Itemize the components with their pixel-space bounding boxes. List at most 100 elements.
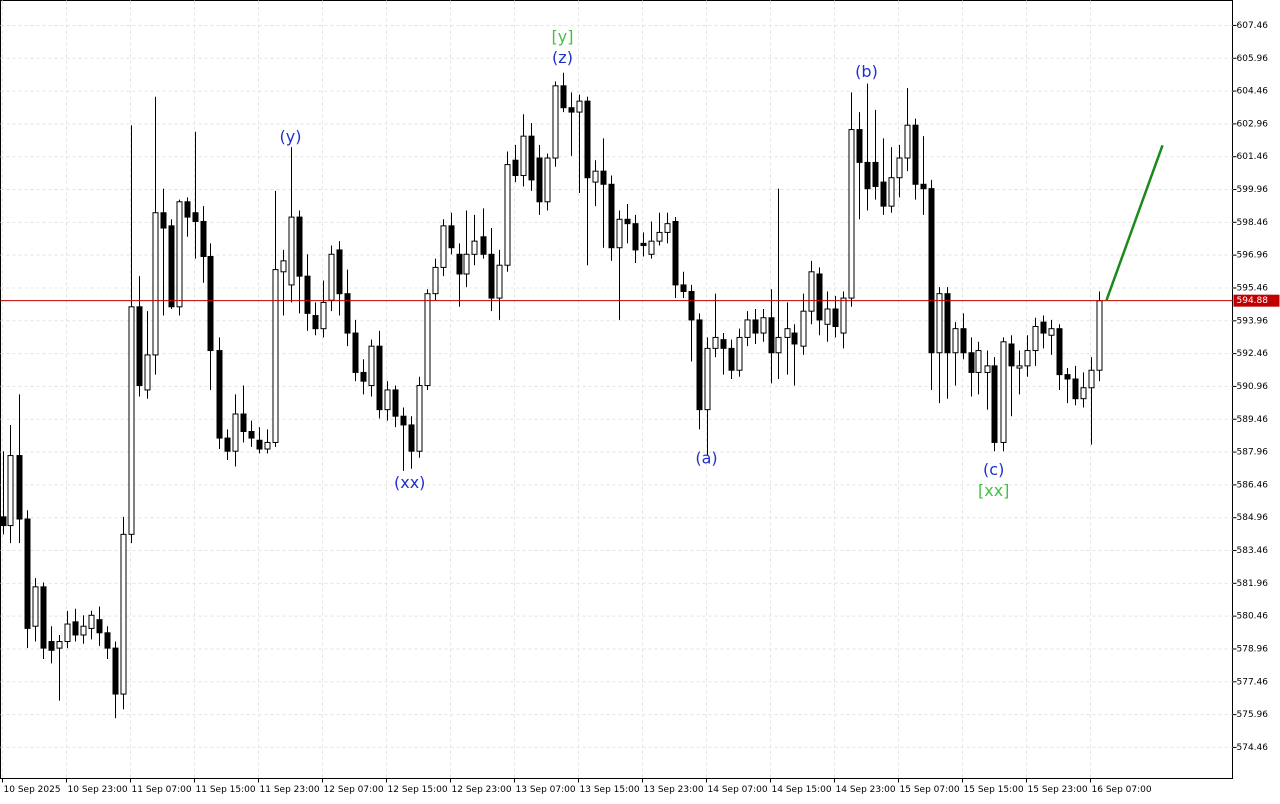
candle-body <box>496 264 503 299</box>
candle-body <box>352 332 359 373</box>
candle-body <box>344 293 351 334</box>
candle-body <box>568 107 575 113</box>
candle-body <box>432 266 439 295</box>
wave-label: (z) <box>552 48 573 67</box>
candle-body <box>184 201 191 218</box>
candle-body <box>1080 387 1087 400</box>
y-tick-label: 602.96 <box>1237 119 1269 129</box>
candle-body <box>896 157 903 179</box>
candle-body <box>816 273 823 321</box>
candle-body <box>552 85 559 159</box>
candle-body <box>968 352 975 373</box>
candle-body <box>888 177 895 207</box>
wave-label: (a) <box>695 449 717 468</box>
candle-body <box>648 240 655 255</box>
candle-body <box>775 336 782 354</box>
plot-area <box>0 0 1233 779</box>
candle-body <box>120 533 127 695</box>
x-tick-label: 14 Sep 15:00 <box>772 785 832 795</box>
candle-body <box>168 225 175 308</box>
candle-body <box>32 586 39 627</box>
y-tick-label: 598.46 <box>1237 218 1269 228</box>
candle-body <box>216 350 223 439</box>
candle-body <box>808 271 815 312</box>
candle-body <box>696 319 703 411</box>
projection-line <box>1105 144 1164 301</box>
candle-body <box>504 164 511 266</box>
candle-body <box>536 157 543 203</box>
y-tick-label: 592.46 <box>1237 349 1269 359</box>
candle-body <box>88 614 95 629</box>
x-tick-label: 12 Sep 23:00 <box>452 785 512 795</box>
candle-body <box>1000 341 1007 443</box>
x-tick-label: 14 Sep 23:00 <box>836 785 896 795</box>
candle-body <box>296 216 303 277</box>
x-tick-label: 12 Sep 15:00 <box>388 785 448 795</box>
wave-label: [y] <box>552 27 574 46</box>
candle-body <box>632 223 639 251</box>
candle-body <box>784 328 791 338</box>
candle-body <box>384 389 391 411</box>
candle-body <box>360 371 367 382</box>
candle-body <box>712 336 719 349</box>
x-tick-label: 15 Sep 07:00 <box>900 785 960 795</box>
x-tick-label: 11 Sep 07:00 <box>132 785 192 795</box>
candle-body <box>912 124 919 185</box>
candle-body <box>528 135 535 181</box>
candle-body <box>920 183 927 190</box>
x-tick-label: 14 Sep 07:00 <box>708 785 768 795</box>
candle-body <box>56 641 63 649</box>
candle-body <box>328 253 335 301</box>
x-tick-label: 13 Sep 07:00 <box>516 785 576 795</box>
candle-body <box>248 431 255 439</box>
candle-body <box>991 365 998 443</box>
candle-body <box>872 161 879 187</box>
candle-body <box>576 100 583 113</box>
candle-body <box>584 100 591 179</box>
candle-body <box>791 332 798 345</box>
y-tick-label: 578.96 <box>1237 644 1269 654</box>
candle-body <box>1088 369 1095 389</box>
candle-body <box>471 240 478 255</box>
y-tick-label: 586.46 <box>1237 480 1269 490</box>
candle-body <box>640 242 647 247</box>
candle-body <box>975 350 982 373</box>
candle-body <box>400 415 407 426</box>
candle-body <box>560 85 567 109</box>
y-tick-label: 601.46 <box>1237 152 1269 162</box>
candle-body <box>824 308 831 325</box>
candle-body <box>1040 321 1047 334</box>
candle-body <box>1064 374 1071 380</box>
candle-body <box>336 249 343 295</box>
x-tick-label: 12 Sep 07:00 <box>324 785 384 795</box>
y-tick-label: 575.96 <box>1237 710 1269 720</box>
candle-body <box>200 220 207 257</box>
candle-body <box>1072 378 1079 400</box>
candle-body <box>463 253 470 275</box>
wave-label: (c) <box>983 460 1004 479</box>
candle-body <box>840 297 847 334</box>
x-tick-label: 10 Sep 23:00 <box>68 785 128 795</box>
candle-body <box>952 328 959 354</box>
candle-body <box>48 641 55 651</box>
candle-body <box>936 293 943 354</box>
y-tick-label: 581.96 <box>1237 579 1269 589</box>
candle-body <box>480 236 487 255</box>
candle-body <box>880 181 887 207</box>
candle-body <box>984 365 991 373</box>
candle-body <box>704 347 711 411</box>
candle-body <box>616 218 623 249</box>
candle-body <box>864 161 871 190</box>
candle-body <box>688 290 695 321</box>
candle-body <box>768 317 775 354</box>
y-tick-label: 595.46 <box>1237 283 1269 293</box>
candle-body <box>1024 350 1031 367</box>
candle-body <box>856 129 863 163</box>
candle-body <box>800 310 807 347</box>
candle-body <box>1008 343 1015 367</box>
candle-body <box>1056 328 1063 376</box>
candle-body <box>136 306 143 387</box>
candle-body <box>1016 365 1023 369</box>
candle-body <box>1048 328 1055 336</box>
x-tick-label: 11 Sep 15:00 <box>196 785 256 795</box>
